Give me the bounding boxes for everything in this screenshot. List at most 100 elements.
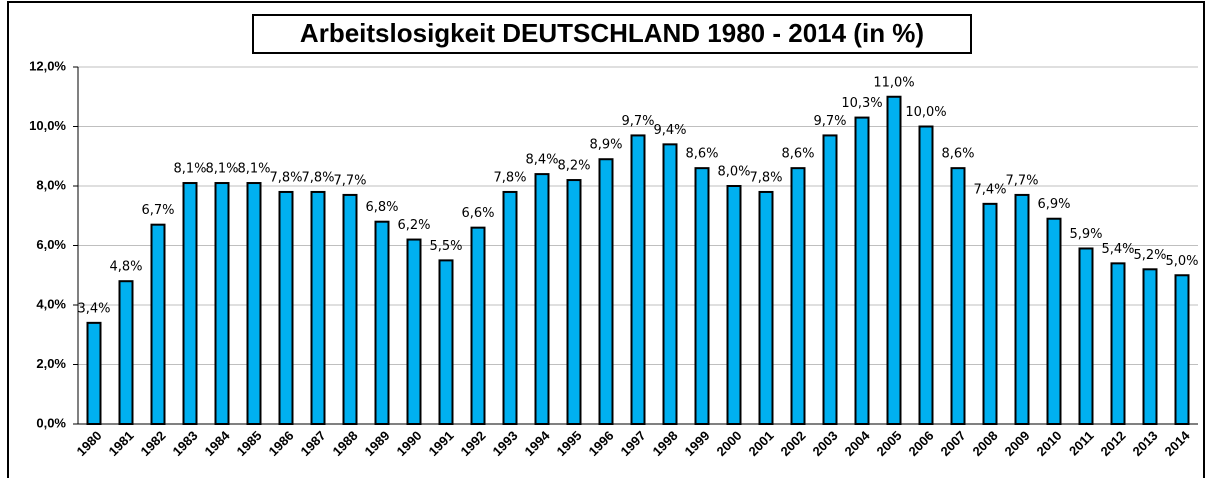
- value-label: 8,6%: [685, 147, 718, 162]
- bar: [726, 185, 742, 425]
- bar: [694, 167, 710, 425]
- x-tick-label: 2003: [809, 428, 840, 459]
- y-tick-label: 0,0%: [36, 415, 66, 430]
- x-tick-label: 1998: [649, 428, 680, 459]
- value-label: 10,0%: [905, 105, 946, 120]
- value-label: 9,4%: [653, 123, 686, 138]
- y-tick-label: 12,0%: [29, 58, 66, 73]
- x-tick-label: 1982: [137, 428, 168, 459]
- chart-title: Arbeitslosigkeit DEUTSCHLAND 1980 - 2014…: [300, 18, 924, 48]
- bar: [822, 134, 838, 426]
- title-box: [252, 14, 972, 54]
- bar: [1078, 247, 1094, 425]
- x-tick-label: 1988: [329, 428, 360, 459]
- value-label: 9,7%: [621, 114, 654, 129]
- value-label: 8,1%: [205, 162, 238, 177]
- value-label: 6,7%: [141, 203, 174, 218]
- bar: [758, 190, 774, 425]
- value-label: 5,5%: [429, 239, 462, 254]
- x-tick-label: 2001: [745, 428, 776, 459]
- bar: [86, 321, 102, 426]
- x-tick-label: 2007: [937, 428, 968, 459]
- bar: [502, 190, 518, 425]
- value-label: 8,9%: [589, 138, 622, 153]
- value-label: 7,8%: [301, 170, 334, 185]
- bar: [374, 220, 390, 425]
- x-tick-label: 1986: [265, 428, 296, 459]
- value-label: 7,7%: [333, 173, 366, 188]
- x-tick-label: 1989: [361, 428, 392, 459]
- value-label: 7,7%: [1005, 173, 1038, 188]
- value-label: 6,8%: [365, 200, 398, 215]
- bar: [566, 179, 582, 425]
- bar: [918, 125, 934, 425]
- bar: [1174, 274, 1190, 425]
- value-label: 8,1%: [173, 162, 206, 177]
- x-tick-label: 2011: [1066, 428, 1097, 459]
- bar: [118, 280, 134, 426]
- x-tick-label: 2008: [969, 428, 1000, 459]
- x-tick-label: 2006: [905, 428, 936, 459]
- value-label: 8,0%: [717, 165, 750, 180]
- bar: [630, 134, 646, 426]
- x-tick-label: 1999: [681, 428, 712, 459]
- y-tick-label: 2,0%: [36, 356, 66, 371]
- bar: [214, 182, 230, 425]
- x-tick-label: 1992: [457, 428, 488, 459]
- x-tick-label: 1980: [73, 428, 104, 459]
- value-label: 8,6%: [941, 147, 974, 162]
- bar: [310, 190, 326, 425]
- y-tick-label: 10,0%: [29, 118, 66, 133]
- value-label: 5,0%: [1165, 254, 1198, 269]
- x-tick-label: 2000: [713, 428, 744, 459]
- value-label: 9,7%: [813, 114, 846, 129]
- value-label: 10,3%: [841, 96, 882, 111]
- value-label: 5,2%: [1133, 248, 1166, 263]
- bar: [438, 259, 454, 425]
- bar: [854, 116, 870, 425]
- x-tick-label: 2014: [1161, 427, 1193, 459]
- x-tick-label: 2010: [1033, 428, 1064, 459]
- x-tick-label: 1997: [617, 428, 648, 459]
- bar: [470, 226, 486, 425]
- value-label: 11,0%: [873, 75, 914, 90]
- bar: [182, 182, 198, 425]
- bar: [598, 158, 614, 425]
- y-tick-label: 8,0%: [36, 177, 66, 192]
- value-label: 8,6%: [781, 147, 814, 162]
- bar: [534, 173, 550, 425]
- x-tick-label: 1990: [393, 428, 424, 459]
- value-label: 8,1%: [237, 162, 270, 177]
- value-label: 6,2%: [397, 218, 430, 233]
- bar: [982, 202, 998, 425]
- bar: [662, 143, 678, 425]
- x-tick-label: 2012: [1097, 428, 1128, 459]
- value-label: 6,9%: [1037, 197, 1070, 212]
- value-label: 5,9%: [1069, 227, 1102, 242]
- value-label: 7,8%: [269, 170, 302, 185]
- y-tick-label: 6,0%: [36, 237, 66, 252]
- value-label: 8,2%: [557, 159, 590, 174]
- value-label: 7,8%: [749, 170, 782, 185]
- bar: [342, 193, 358, 425]
- value-label: 7,4%: [973, 182, 1006, 197]
- x-tick-label: 1987: [297, 428, 328, 459]
- value-label: 6,6%: [461, 206, 494, 221]
- x-tick-label: 2004: [841, 427, 873, 459]
- bar: [1046, 217, 1062, 425]
- x-tick-label: 1996: [585, 428, 616, 459]
- bar: [246, 182, 262, 425]
- x-tick-label: 2005: [873, 428, 904, 459]
- x-tick-label: 1983: [169, 428, 200, 459]
- bar: [886, 95, 902, 425]
- x-tick-label: 2013: [1129, 428, 1160, 459]
- x-tick-label: 1991: [425, 428, 456, 459]
- x-tick-label: 1984: [201, 427, 233, 459]
- frame: [7, 1, 1205, 478]
- bar: [950, 167, 966, 425]
- value-label: 3,4%: [77, 301, 110, 316]
- x-tick-label: 2002: [777, 428, 808, 459]
- y-tick-label: 4,0%: [36, 296, 66, 311]
- bar: [1142, 268, 1158, 425]
